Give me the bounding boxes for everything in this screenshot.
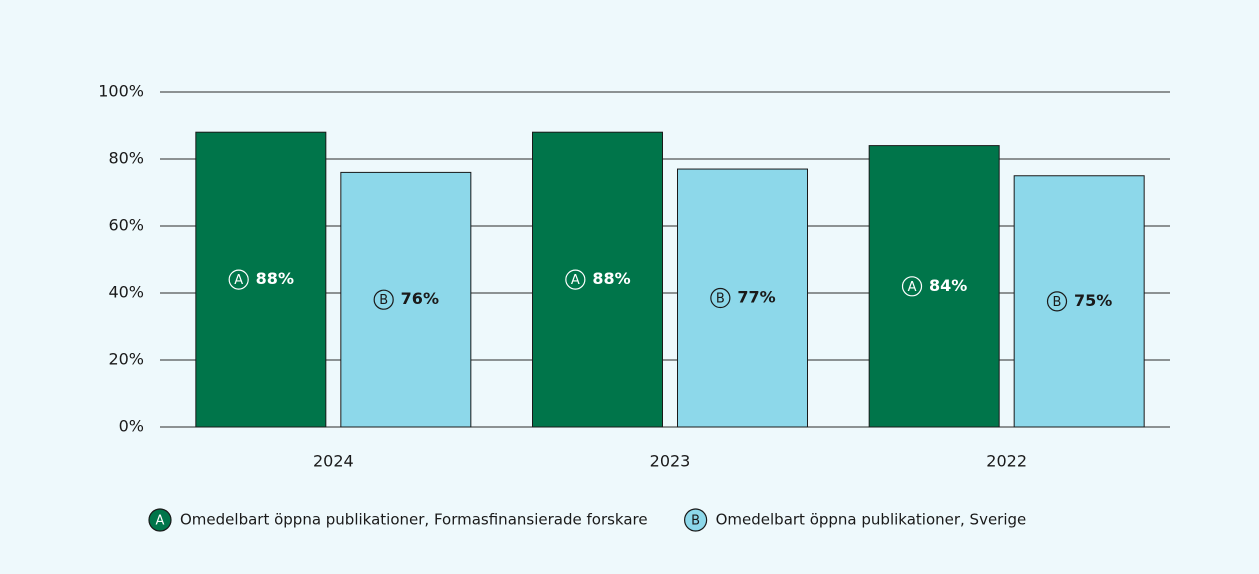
- badge-circle: [710, 287, 731, 309]
- value-label: 88%: [592, 269, 630, 288]
- x-tick-label: 2024: [313, 452, 354, 471]
- value-label: 88%: [256, 269, 294, 288]
- badge-circle: [684, 508, 708, 532]
- y-tick-label: 60%: [108, 216, 144, 235]
- badge-circle: [901, 276, 923, 297]
- value-label: 75%: [1074, 291, 1112, 310]
- bar: [677, 168, 808, 428]
- badge-letter: A: [908, 280, 917, 295]
- x-tick-label: 2023: [650, 452, 691, 471]
- y-tick-label: 100%: [98, 82, 144, 101]
- y-tick-label: 20%: [108, 350, 144, 369]
- legend-label: Omedelbart öppna publikationer, Formasfi…: [180, 511, 648, 529]
- legend-label: Omedelbart öppna publikationer, Sverige: [716, 511, 1027, 529]
- badge-circle: [228, 269, 249, 290]
- y-tick-label: 40%: [108, 283, 144, 302]
- bar: [868, 145, 1000, 428]
- badge-letter: B: [691, 514, 700, 529]
- badge-letter: B: [716, 292, 725, 307]
- value-label: 84%: [929, 276, 967, 295]
- badge-circle: [565, 269, 586, 290]
- bar: [195, 131, 327, 428]
- badge-letter: A: [571, 273, 580, 288]
- badge-circle: [373, 289, 394, 310]
- bar: [340, 171, 472, 428]
- y-tick-label: 0%: [119, 417, 144, 436]
- bar: [1013, 175, 1145, 428]
- y-tick-label: 80%: [108, 149, 144, 168]
- badge-letter: A: [156, 514, 165, 529]
- bar: [532, 131, 663, 428]
- badge-letter: B: [1053, 295, 1062, 310]
- x-tick-label: 2022: [986, 452, 1027, 471]
- badge-circle: [148, 508, 172, 532]
- badge-letter: B: [379, 293, 388, 308]
- badge-circle: [1046, 291, 1068, 312]
- value-label: 76%: [401, 289, 439, 308]
- value-label: 77%: [737, 288, 775, 307]
- badge-letter: A: [234, 273, 243, 288]
